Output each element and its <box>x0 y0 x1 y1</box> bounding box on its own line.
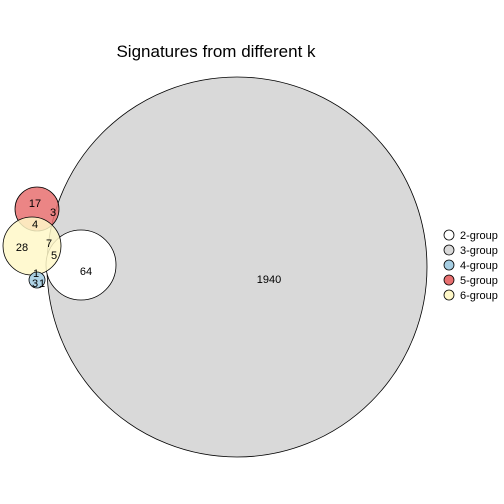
region-count-3-5: 3 <box>50 207 56 219</box>
legend: 2-group 3-group 4-group 5-group 6-group <box>443 229 498 302</box>
region-count-5-6: 4 <box>32 219 38 231</box>
legend-swatch <box>443 259 455 271</box>
set-circle-4-group <box>28 271 46 289</box>
legend-label: 4-group <box>460 260 498 272</box>
set-circles <box>2 76 428 458</box>
legend-swatch <box>443 289 455 301</box>
region-labels: 1940 64 28 17 7 5 4 3 3 1 1 <box>16 198 281 290</box>
region-count-3-6: 7 <box>46 238 52 250</box>
region-count-5-only: 17 <box>29 198 41 210</box>
legend-swatch <box>443 244 455 256</box>
region-count-6-only: 28 <box>16 242 28 254</box>
region-count-2-3-6: 5 <box>51 250 57 262</box>
legend-item: 5-group <box>443 274 498 287</box>
legend-swatch <box>443 274 455 286</box>
legend-swatch <box>443 229 455 241</box>
legend-label: 6-group <box>460 290 498 302</box>
chart-title: Signatures from different k <box>116 42 316 61</box>
legend-label: 5-group <box>460 275 498 287</box>
legend-item: 3-group <box>443 244 498 257</box>
legend-item: 6-group <box>443 289 498 302</box>
region-count-3-only: 1940 <box>257 274 281 286</box>
region-count-2-3: 64 <box>80 266 92 278</box>
region-count-4-3: 1 <box>39 278 45 290</box>
legend-item: 2-group <box>443 229 498 242</box>
region-count-4-only: 3 <box>32 278 38 290</box>
legend-item: 4-group <box>443 259 498 272</box>
legend-label: 2-group <box>460 230 498 242</box>
region-count-4-6: 1 <box>33 268 39 280</box>
legend-label: 3-group <box>460 245 498 257</box>
